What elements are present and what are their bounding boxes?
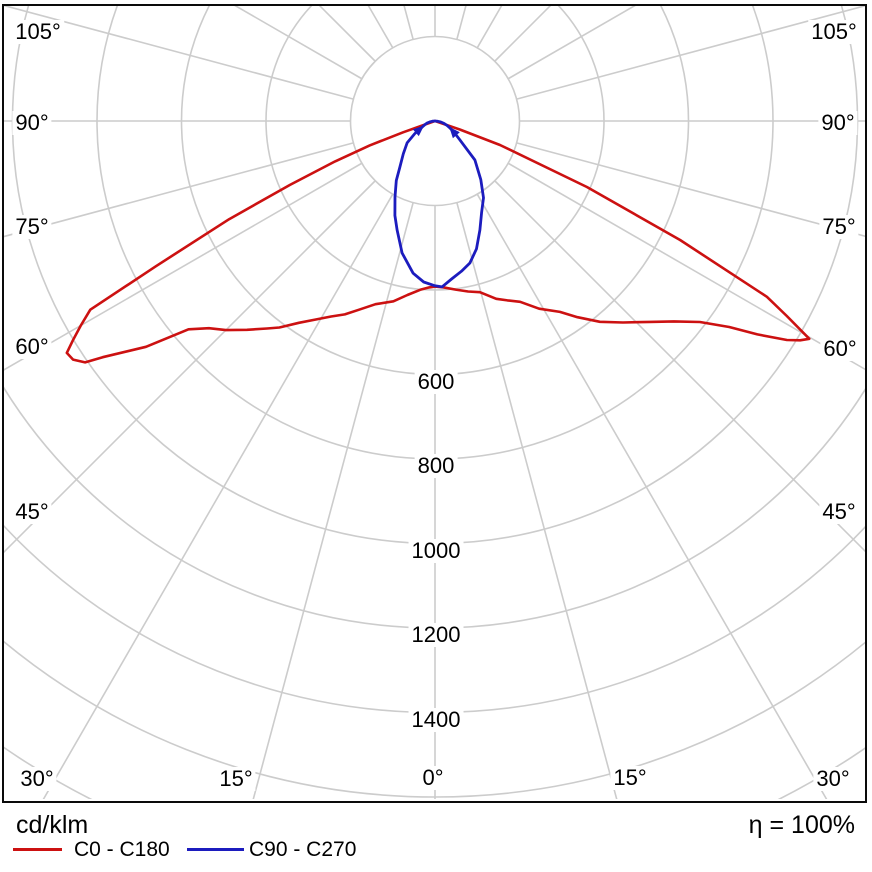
grid-radial-line xyxy=(494,180,865,553)
angle-tick-label: 90° xyxy=(12,111,52,135)
grid-ring xyxy=(4,386,865,629)
angle-tick-label: 105° xyxy=(808,20,860,44)
angle-tick-label: 75° xyxy=(12,215,52,239)
intensity-curves xyxy=(65,119,811,364)
grid-radial-line xyxy=(403,6,414,40)
angle-tick-label: 15° xyxy=(610,766,650,790)
angle-tick-label: 30° xyxy=(17,767,57,791)
angle-tick-label: 45° xyxy=(12,500,52,524)
legend-line-c90-c270-swatch xyxy=(187,848,244,851)
grid-radial-line xyxy=(456,6,467,40)
grid-radial-line xyxy=(4,142,354,238)
grid-radial-line xyxy=(4,162,363,371)
grid-radial-line xyxy=(252,202,414,799)
legend: cd/klm η = 100% C0 - C180 C90 - C270 xyxy=(0,803,872,872)
angle-tick-label: 45° xyxy=(819,500,859,524)
efficiency-label: η = 100% xyxy=(748,811,855,839)
grid-radial-line xyxy=(507,162,865,371)
angle-tick-label: 60° xyxy=(12,335,52,359)
grid-radial-line xyxy=(516,142,865,238)
angle-tick-label: 0° xyxy=(419,766,447,790)
radial-tick-label: 1000 xyxy=(408,538,464,563)
legend-label-c90-c270: C90 - C270 xyxy=(249,838,357,861)
radial-tick-label: 800 xyxy=(414,454,458,478)
angle-tick-label: 90° xyxy=(818,111,858,135)
grid-radial-line xyxy=(42,193,394,799)
angle-tick-label: 105° xyxy=(12,20,64,44)
grid-radial-line xyxy=(4,180,376,554)
angle-tick-label: 15° xyxy=(216,767,256,791)
curve-direction-arrow xyxy=(449,126,460,139)
grid-ring xyxy=(4,524,865,714)
angle-tick-label: 30° xyxy=(813,767,853,791)
legend-line-c0-c180-swatch xyxy=(13,848,62,851)
radial-tick-label: 1200 xyxy=(408,623,464,647)
unit-label: cd/klm xyxy=(16,811,89,839)
radial-tick-label: 1400 xyxy=(408,707,464,732)
grid-radial-line xyxy=(4,6,354,100)
grid-radial-line xyxy=(476,193,828,799)
grid-radial-line xyxy=(456,202,618,799)
angle-tick-label: 75° xyxy=(819,215,859,239)
curve-c0-c180 xyxy=(65,119,811,364)
grid-radial-line xyxy=(516,6,865,100)
curve-direction-arrow xyxy=(412,125,425,137)
angle-tick-label: 60° xyxy=(820,337,860,361)
legend-label-c0-c180: C0 - C180 xyxy=(74,838,170,861)
radial-tick-label: 600 xyxy=(414,369,458,394)
curve-c90-c270 xyxy=(393,119,485,289)
grid-ring xyxy=(4,640,865,798)
